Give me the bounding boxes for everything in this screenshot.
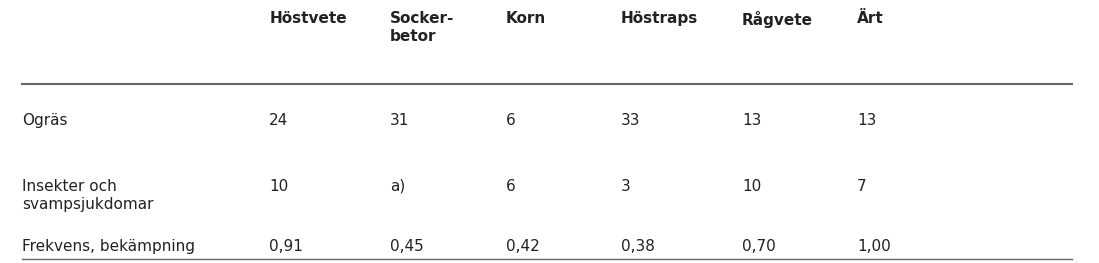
Text: Frekvens, bekämpning: Frekvens, bekämpning <box>22 239 195 254</box>
Text: Ärt: Ärt <box>857 11 884 26</box>
Text: 13: 13 <box>857 113 877 128</box>
Text: 6: 6 <box>506 113 515 128</box>
Text: 24: 24 <box>269 113 289 128</box>
Text: 0,45: 0,45 <box>390 239 424 254</box>
Text: 10: 10 <box>269 179 289 194</box>
Text: a): a) <box>390 179 406 194</box>
Text: Socker-
betor: Socker- betor <box>390 11 455 43</box>
Text: 3: 3 <box>621 179 631 194</box>
Text: 0,38: 0,38 <box>621 239 655 254</box>
Text: Höstvete: Höstvete <box>269 11 347 26</box>
Text: Insekter och
svampsjukdomar: Insekter och svampsjukdomar <box>22 179 154 212</box>
Text: 31: 31 <box>390 113 410 128</box>
Text: Korn: Korn <box>506 11 546 26</box>
Text: Rågvete: Rågvete <box>742 11 813 28</box>
Text: 6: 6 <box>506 179 515 194</box>
Text: 1,00: 1,00 <box>857 239 891 254</box>
Text: Ogräs: Ogräs <box>22 113 67 128</box>
Text: 0,42: 0,42 <box>506 239 540 254</box>
Text: 7: 7 <box>857 179 867 194</box>
Text: 13: 13 <box>742 113 762 128</box>
Text: 0,70: 0,70 <box>742 239 776 254</box>
Text: 10: 10 <box>742 179 762 194</box>
Text: Höstraps: Höstraps <box>621 11 698 26</box>
Text: 33: 33 <box>621 113 641 128</box>
Text: 0,91: 0,91 <box>269 239 303 254</box>
